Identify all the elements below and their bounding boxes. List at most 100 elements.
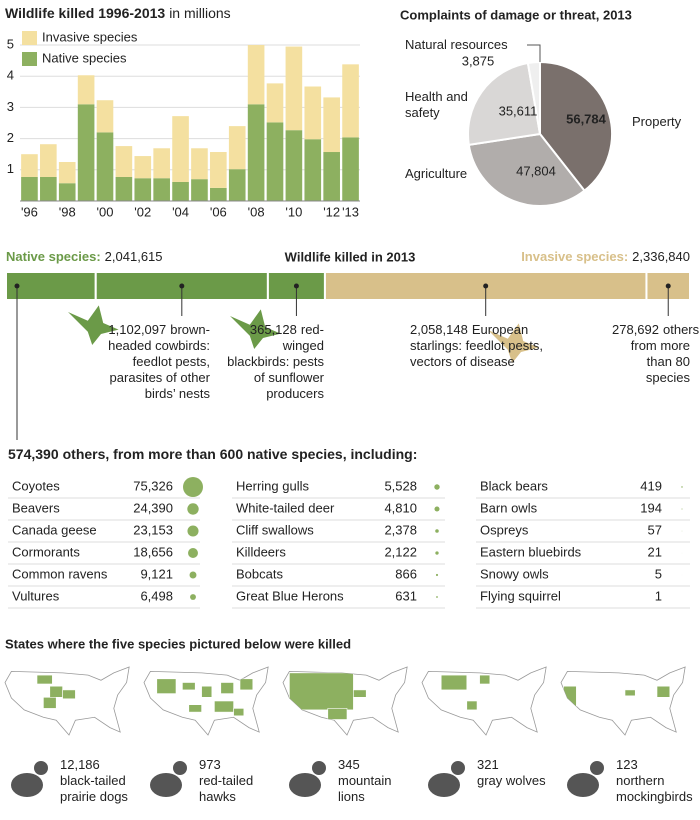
states-highlight [36, 674, 76, 709]
species-name: White-tailed deer [236, 500, 335, 515]
species-count: 21 [648, 544, 662, 559]
pie-value-label: 47,804 [516, 163, 556, 178]
state [201, 685, 213, 698]
state [182, 682, 196, 691]
species-count: 2,378 [384, 522, 417, 537]
species-name: Flying squirrel [480, 588, 561, 603]
bar-segment [323, 152, 340, 201]
bar-segment [77, 75, 95, 105]
legend-swatch [22, 31, 37, 45]
pie-category-label: Natural resources [405, 37, 508, 52]
count-dot [187, 525, 199, 537]
state [624, 689, 636, 697]
animal-icon [289, 773, 321, 797]
bar-segment [40, 144, 57, 177]
pie-slice [539, 60, 613, 193]
panel-value: 345 [338, 757, 360, 772]
bar-segment [58, 183, 76, 201]
legend-label: Native species [42, 50, 127, 65]
state [656, 685, 671, 698]
panel-text: 12,186 black-tailed prairie dogs [60, 757, 140, 805]
annotation-text: European starlings: feedlot pests, vecto… [410, 322, 543, 369]
species-count: 4,810 [384, 500, 417, 515]
species-count: 9,121 [140, 566, 173, 581]
bar-segment [228, 169, 246, 201]
state [214, 700, 234, 713]
bar-segment [285, 46, 303, 131]
annotation: 1,102,097 brown-headed cowbirds: feedlot … [90, 322, 210, 402]
species-count: 23,153 [133, 522, 173, 537]
species-name: Ospreys [480, 522, 529, 537]
bar-segment [210, 187, 227, 201]
group-label: Native species: 2,041,615 [6, 249, 163, 264]
annotation-value: 1,102,097 [108, 322, 167, 337]
animal-icon [150, 773, 182, 797]
species-name: Black bears [480, 478, 548, 493]
pie-slice [467, 132, 586, 207]
species-name: Eastern bluebirds [480, 544, 582, 559]
bar-segment [247, 45, 265, 105]
annotation-text: brown-headed cowbirds: feedlot pests, pa… [108, 322, 210, 401]
count-dot [435, 529, 439, 533]
state [440, 674, 468, 691]
species-name: Coyotes [12, 478, 60, 493]
annotation-value: 2,058,148 [410, 322, 468, 337]
heading-text: others, from more than 600 native specie… [62, 446, 418, 462]
panel-label: northern mockingbirds [616, 773, 693, 804]
bar-segment [323, 97, 340, 153]
states-highlight [440, 674, 491, 711]
bird-icon [68, 305, 119, 345]
animal-icon [451, 761, 465, 775]
chart-title: Wildlife killed 1996-2013 in millions [5, 5, 231, 21]
state [289, 672, 354, 711]
x-tick-label: '98 [59, 204, 76, 219]
title: Wildlife killed 1996-2013 [5, 5, 165, 21]
count-dot [434, 506, 440, 512]
bar-segment [228, 126, 246, 170]
pie-value-label: 3,875 [462, 53, 495, 68]
count-dot [435, 551, 439, 555]
species-name: Great Blue Herons [236, 588, 344, 603]
state [479, 674, 491, 685]
annotation: 365,128 red-winged blackbirds: pests of s… [226, 322, 324, 402]
bird-icon [230, 309, 281, 349]
panel-label: red-tailed hawks [199, 773, 254, 804]
state [220, 682, 234, 694]
y-tick-label: 5 [7, 36, 14, 51]
count-dot [681, 508, 683, 510]
bar-segment [134, 178, 152, 201]
us-map [560, 666, 686, 736]
pie-category-label: Health and safety [405, 89, 468, 120]
count-dot [183, 477, 203, 497]
bar-segment [96, 132, 114, 201]
x-tick-label: '00 [97, 204, 114, 219]
bar-segment [266, 83, 284, 123]
leader-dot [14, 283, 20, 289]
panel-label: mountain lions [338, 773, 392, 804]
state [49, 685, 63, 698]
species-name: Beavers [12, 500, 60, 515]
bar-segment [115, 146, 133, 177]
count-dot [681, 530, 683, 532]
pie-value-label: 35,611 [499, 103, 538, 118]
count-dot [190, 594, 196, 600]
state [327, 708, 348, 720]
bar-segment [21, 176, 38, 201]
animal-icon [34, 761, 48, 775]
leader-dot [483, 283, 489, 289]
group-name: Native species: [6, 249, 101, 264]
group-value: 2,041,615 [105, 249, 163, 264]
species-count: 24,390 [133, 500, 173, 515]
animal-icon [11, 773, 43, 797]
animal-icon [590, 761, 604, 775]
bar-segment [266, 122, 284, 201]
species-name: Snowy owls [480, 566, 549, 581]
state [62, 689, 76, 700]
annotation: 2,058,148 European starlings: feedlot pes… [410, 322, 560, 370]
leader-dot [179, 283, 185, 289]
x-tick-label: '04 [172, 204, 189, 219]
count-dot [435, 573, 439, 577]
bar-segment [153, 178, 170, 201]
